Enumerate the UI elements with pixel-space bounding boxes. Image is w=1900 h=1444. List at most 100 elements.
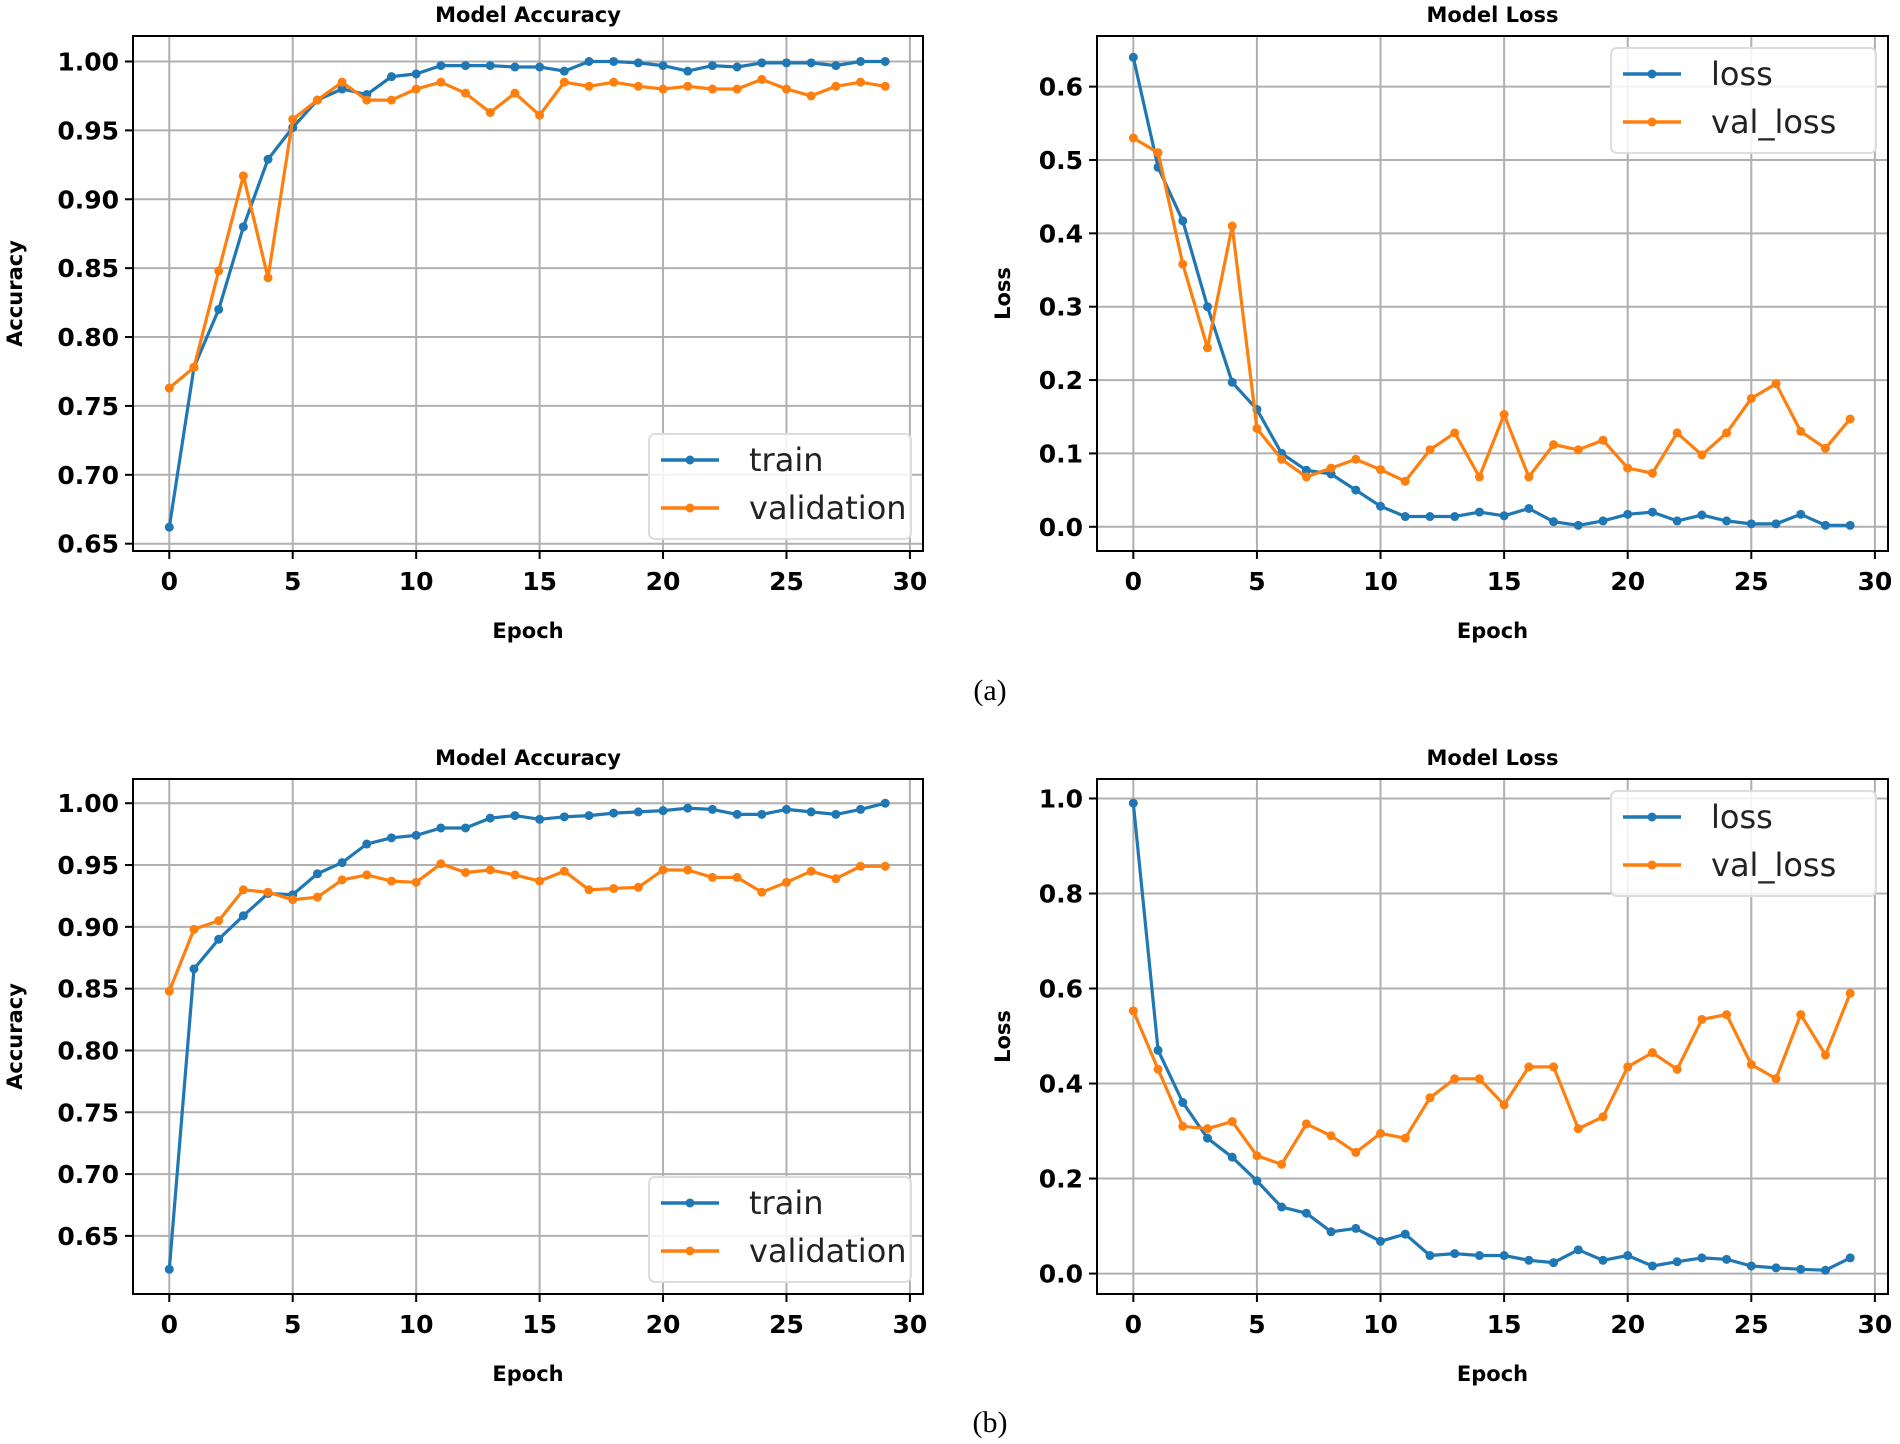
data-point bbox=[1573, 445, 1583, 455]
data-point bbox=[386, 876, 396, 886]
x-tick-label: 20 bbox=[646, 567, 681, 596]
data-point bbox=[1722, 1010, 1732, 1020]
chart-b-accuracy: 0 5 10 15 20 25 30 0.65 0.70 0.75 0.80 0.85 0.90 0.95… bbox=[3, 746, 927, 1386]
data-point bbox=[1672, 428, 1682, 438]
x-tick-label: 5 bbox=[1248, 567, 1265, 596]
data-point bbox=[1820, 1265, 1830, 1275]
data-point bbox=[436, 823, 446, 833]
data-point bbox=[436, 61, 446, 71]
data-point bbox=[880, 81, 890, 91]
y-tick-label: 0.0 bbox=[1039, 1260, 1083, 1289]
series-validation bbox=[164, 859, 890, 996]
data-point bbox=[1227, 1117, 1237, 1127]
x-tick-label: 25 bbox=[769, 1310, 804, 1339]
y-tick-label: 0.6 bbox=[1039, 73, 1083, 102]
y-tick-label: 0.70 bbox=[57, 461, 119, 490]
y-tick-label: 0.6 bbox=[1039, 975, 1083, 1004]
series-line bbox=[1131, 992, 1852, 1166]
y-tick-label: 0.80 bbox=[57, 323, 119, 352]
x-tick-label: 0 bbox=[1125, 1310, 1142, 1339]
data-point bbox=[831, 809, 841, 819]
data-point bbox=[312, 892, 322, 902]
data-point bbox=[1425, 1093, 1435, 1103]
data-point bbox=[1796, 509, 1806, 519]
legend-label: val_loss bbox=[1711, 103, 1836, 141]
data-point bbox=[238, 885, 248, 895]
data-point bbox=[1746, 393, 1756, 403]
data-point bbox=[1623, 1251, 1633, 1261]
data-point bbox=[831, 81, 841, 91]
x-axis-label: Epoch bbox=[492, 619, 563, 643]
legend-marker bbox=[685, 503, 695, 513]
data-point bbox=[732, 84, 742, 94]
x-tick-label: 15 bbox=[1487, 1310, 1522, 1339]
x-tick-label: 10 bbox=[1363, 567, 1398, 596]
data-point bbox=[461, 88, 471, 98]
data-point bbox=[1598, 435, 1608, 445]
data-point bbox=[386, 833, 396, 843]
data-point bbox=[781, 804, 791, 814]
data-point bbox=[1647, 1261, 1657, 1271]
data-point bbox=[1598, 1112, 1608, 1122]
data-point bbox=[1474, 472, 1484, 482]
data-point bbox=[1845, 1253, 1855, 1263]
data-point bbox=[1178, 216, 1188, 226]
data-point bbox=[559, 77, 569, 87]
y-tick-label: 1.00 bbox=[57, 47, 119, 76]
legend: train validation bbox=[648, 1176, 912, 1283]
data-point bbox=[1227, 1152, 1237, 1162]
y-tick-label: 0.90 bbox=[57, 185, 119, 214]
series-loss bbox=[1128, 798, 1855, 1275]
data-point bbox=[1178, 1098, 1188, 1108]
data-point bbox=[1153, 148, 1163, 158]
x-tick-label: 10 bbox=[1363, 1310, 1398, 1339]
data-point bbox=[411, 84, 421, 94]
data-point bbox=[856, 804, 866, 814]
data-point bbox=[1499, 511, 1509, 521]
data-point bbox=[1623, 463, 1633, 473]
x-tick-label: 0 bbox=[1125, 567, 1142, 596]
legend-marker bbox=[1647, 860, 1657, 870]
data-point bbox=[1128, 1006, 1138, 1016]
y-tick-label: 0.3 bbox=[1039, 293, 1083, 322]
data-point bbox=[732, 62, 742, 72]
y-tick-label: 0.4 bbox=[1039, 219, 1083, 248]
data-point bbox=[1202, 302, 1212, 312]
data-point bbox=[1697, 510, 1707, 520]
data-point bbox=[1227, 377, 1237, 387]
series-line bbox=[168, 77, 886, 390]
data-point bbox=[1376, 465, 1386, 475]
data-point bbox=[1820, 1050, 1830, 1060]
data-point bbox=[485, 107, 495, 117]
x-tick-label: 5 bbox=[284, 567, 301, 596]
caption-a: (a) bbox=[973, 674, 1006, 707]
data-point bbox=[1549, 517, 1559, 527]
data-point bbox=[658, 61, 668, 71]
data-point bbox=[1450, 1249, 1460, 1259]
data-point bbox=[214, 304, 224, 314]
legend-label: val_loss bbox=[1711, 846, 1836, 884]
data-point bbox=[535, 110, 545, 120]
data-point bbox=[1573, 1245, 1583, 1255]
data-point bbox=[1178, 1121, 1188, 1131]
data-point bbox=[781, 877, 791, 887]
x-tick-label: 25 bbox=[1734, 567, 1769, 596]
x-tick-label: 30 bbox=[1858, 567, 1893, 596]
data-point bbox=[559, 866, 569, 876]
data-point bbox=[1326, 1227, 1336, 1237]
series-line bbox=[1132, 136, 1852, 483]
data-point bbox=[1153, 1064, 1163, 1074]
data-point bbox=[337, 875, 347, 885]
data-point bbox=[1178, 259, 1188, 269]
legend-label: loss bbox=[1711, 55, 1773, 93]
data-point bbox=[633, 807, 643, 817]
data-point bbox=[1425, 512, 1435, 522]
data-point bbox=[1277, 454, 1287, 464]
data-point bbox=[1252, 423, 1262, 433]
data-point bbox=[757, 887, 767, 897]
data-point bbox=[461, 61, 471, 71]
data-point bbox=[1796, 1010, 1806, 1020]
y-tick-label: 0.85 bbox=[57, 254, 119, 283]
x-tick-label: 5 bbox=[1248, 1310, 1265, 1339]
data-point bbox=[757, 58, 767, 68]
